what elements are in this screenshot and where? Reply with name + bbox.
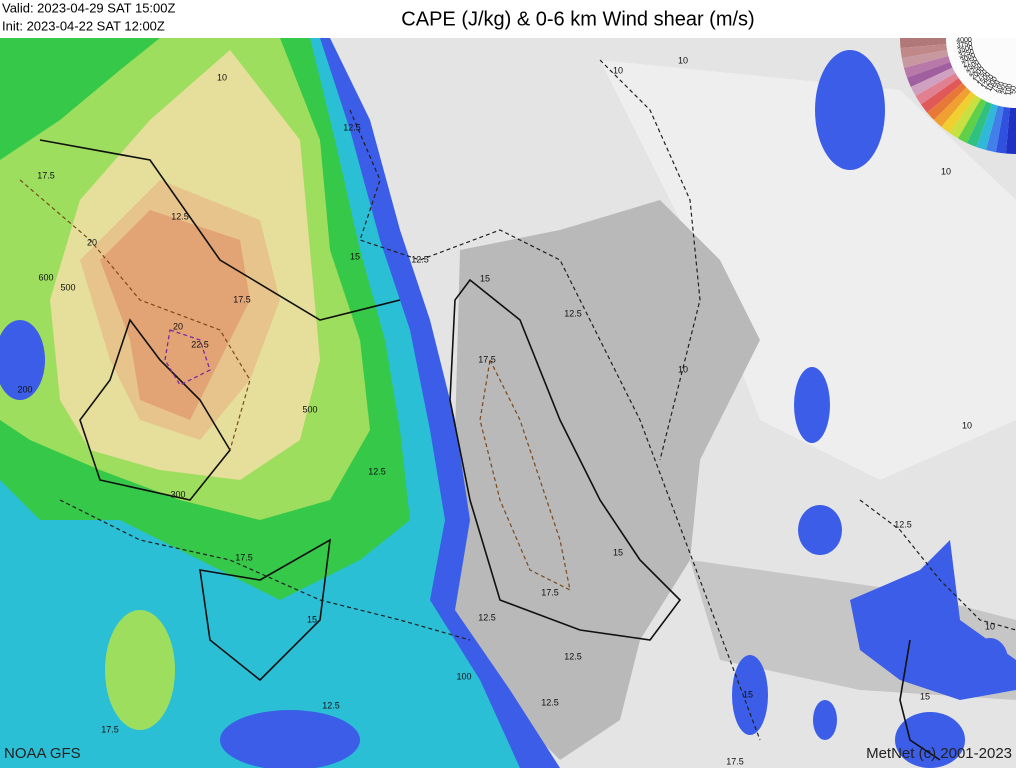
contour-label: 12.5 <box>478 612 496 622</box>
legend-swatch <box>900 44 948 59</box>
contour-label: 15 <box>920 691 930 701</box>
legend-swatch <box>933 87 972 127</box>
contour-label: 12.5 <box>322 700 340 710</box>
contour-label: 15 <box>613 547 623 557</box>
contour-label: 17.5 <box>478 354 496 364</box>
contour-label: 10 <box>678 55 688 65</box>
contour-label: 12.5 <box>343 122 361 132</box>
contour-label: 17.5 <box>233 294 251 304</box>
legend-label: 100 <box>1005 83 1013 96</box>
legend-swatch <box>906 61 953 88</box>
contour-label: 12.5 <box>564 651 582 661</box>
legend-swatch <box>995 106 1010 154</box>
contour-label: 15 <box>743 689 753 699</box>
contour-label: 10 <box>613 65 623 75</box>
contour-label: 12.5 <box>411 254 429 264</box>
legend-swatch <box>941 91 976 134</box>
legend-swatch <box>976 103 998 151</box>
contour-label: 10 <box>678 364 688 374</box>
contour-label: 12.5 <box>894 519 912 529</box>
contour-label: 17.5 <box>541 587 559 597</box>
contour-label: 20 <box>87 237 97 247</box>
copyright-label: MetNet (c) 2001-2023 <box>866 745 1012 762</box>
contour-label: 200 <box>17 384 32 394</box>
contour-label: 10 <box>941 166 951 176</box>
legend-label: 250 <box>1000 82 1009 95</box>
contour-label: 15 <box>307 614 317 624</box>
contour-label: 500 <box>302 404 317 414</box>
contour-label: 22.5 <box>191 339 209 349</box>
contour-labels: 10 10 10 12.5 12.5 12.5 12.5 15 15 17.5 17.5 17.5 20… <box>17 55 995 766</box>
cape-patches <box>732 50 1016 768</box>
contour-label: 600 <box>38 272 53 282</box>
map-title: CAPE (J/kg) & 0-6 km Wind shear (m/s) <box>401 8 754 30</box>
contour-label: 300 <box>170 489 185 499</box>
legend-swatch <box>966 101 993 148</box>
contour-label: 10 <box>217 72 227 82</box>
contour-label: 500 <box>60 282 75 292</box>
contour-label: 15 <box>480 273 490 283</box>
legend-label: 500 <box>996 81 1006 94</box>
legend: 4000375035003250300027502500225020001750… <box>900 37 1016 154</box>
source-label: NOAA GFS <box>4 745 81 762</box>
legend-label: 4000 <box>956 37 972 45</box>
legend-swatch <box>985 105 1004 153</box>
legend-label: 50 <box>1010 86 1016 94</box>
legend-swatch <box>910 67 956 96</box>
legend-label: 3500 <box>957 44 974 54</box>
shear-dashed <box>59 59 1016 741</box>
shear-brown <box>19 179 571 592</box>
legend-swatch <box>901 50 949 69</box>
contour-label: 12.5 <box>564 308 582 318</box>
contour-label: 17.5 <box>101 724 119 734</box>
legend-swatch <box>958 98 987 144</box>
contour-label: 15 <box>350 251 360 261</box>
contour-label: 10 <box>962 420 972 430</box>
legend-swatch <box>927 82 967 121</box>
header-bar <box>0 0 1016 38</box>
legend-label: 3750 <box>956 41 972 50</box>
contour-label: 100 <box>456 671 471 681</box>
contour-label: 20 <box>173 321 183 331</box>
init-time: Init: 2023-04-22 SAT 12:00Z <box>2 18 165 33</box>
legend-swatch <box>915 73 959 105</box>
contour-label: 17.5 <box>235 552 253 562</box>
contour-label: 17.5 <box>726 756 744 766</box>
legend-swatch <box>903 56 951 78</box>
cape-field <box>0 38 560 768</box>
legend-swatch <box>949 95 981 139</box>
shear-purple <box>164 329 211 386</box>
contour-label: 12.5 <box>171 211 189 221</box>
legend-swatch <box>920 78 963 113</box>
legend-swatch <box>1005 107 1016 154</box>
legend-label: 750 <box>991 79 1002 93</box>
contour-label: 12.5 <box>541 697 559 707</box>
valid-time: Valid: 2023-04-29 SAT 15:00Z <box>2 0 176 15</box>
contour-label: 12.5 <box>368 466 386 476</box>
contour-label: 10 <box>985 621 995 631</box>
contour-label: 17.5 <box>37 170 55 180</box>
legend-label: 3250 <box>958 48 975 59</box>
legend-swatch <box>900 38 947 49</box>
shear-contours <box>39 139 941 761</box>
